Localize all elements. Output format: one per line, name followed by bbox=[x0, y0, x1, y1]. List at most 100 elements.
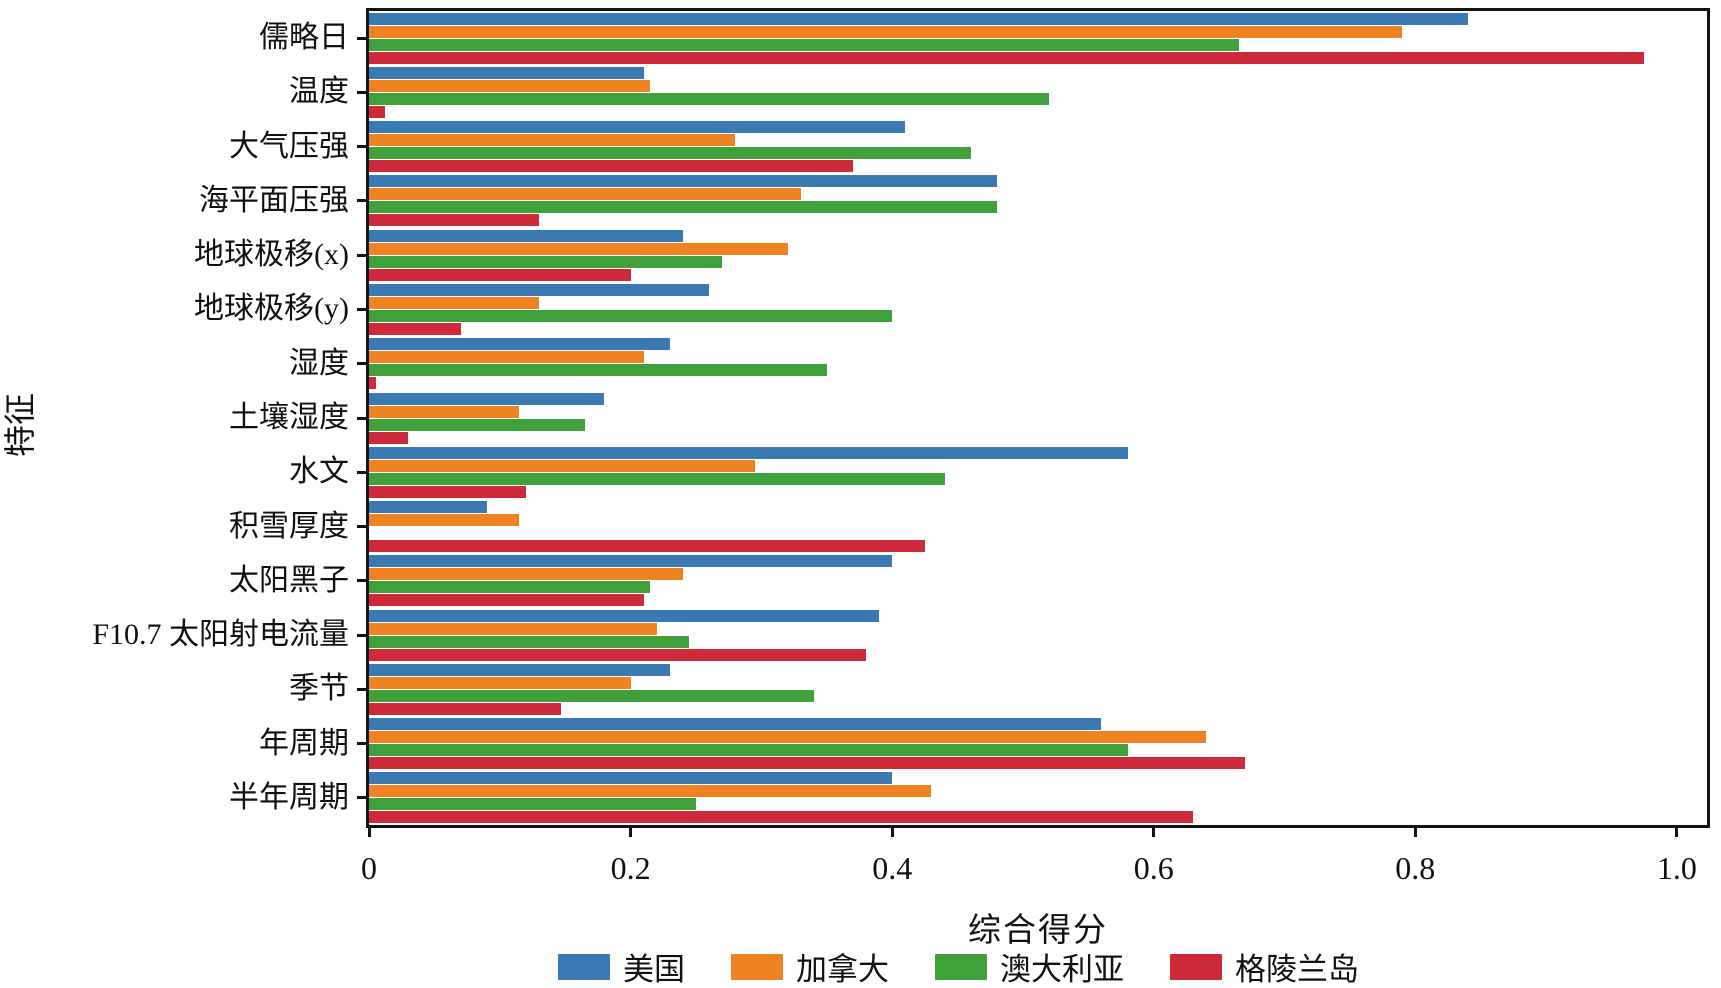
category-label: 水文 bbox=[289, 455, 349, 489]
y-tick-mark bbox=[357, 36, 366, 40]
legend: 美国 加拿大 澳大利亚 格陵兰岛 bbox=[0, 944, 1721, 988]
y-tick-mark bbox=[357, 470, 366, 474]
bar-美国-儒略日 bbox=[369, 12, 1468, 25]
legend-item-格陵兰岛: 格陵兰岛 bbox=[1170, 944, 1359, 988]
category-label: 大气压强 bbox=[229, 129, 349, 163]
x-tick-mark bbox=[1152, 828, 1156, 837]
bar-美国-季节 bbox=[369, 663, 670, 676]
category-label: 湿度 bbox=[289, 346, 349, 380]
bar-格陵兰岛-F10.7 太阳射电流量 bbox=[369, 648, 866, 661]
y-tick-mark bbox=[357, 416, 366, 420]
bar-美国-年周期 bbox=[369, 718, 1102, 731]
bar-澳大利亚-海平面压强 bbox=[369, 201, 997, 214]
legend-item-澳大利亚: 澳大利亚 bbox=[935, 944, 1124, 988]
bar-加拿大-大气压强 bbox=[369, 134, 736, 147]
x-tick-mark bbox=[629, 828, 633, 837]
bar-美国-温度 bbox=[369, 66, 644, 79]
x-tick-label: 0.4 bbox=[872, 850, 913, 886]
y-tick-mark bbox=[357, 796, 366, 800]
bar-美国-土壤湿度 bbox=[369, 392, 605, 405]
bar-美国-海平面压强 bbox=[369, 175, 997, 188]
bar-美国-大气压强 bbox=[369, 121, 906, 134]
bar-加拿大-地球极移(x) bbox=[369, 242, 788, 255]
category-label: 年周期 bbox=[259, 726, 349, 760]
category-label: 土壤湿度 bbox=[229, 401, 349, 434]
bar-格陵兰岛-地球极移(x) bbox=[369, 268, 631, 281]
plot-area bbox=[366, 8, 1710, 828]
legend-item-加拿大: 加拿大 bbox=[731, 944, 889, 988]
y-tick-mark bbox=[357, 253, 366, 257]
bar-格陵兰岛-儒略日 bbox=[369, 51, 1645, 64]
category-label: 半年周期 bbox=[229, 780, 349, 814]
legend-label: 澳大利亚 bbox=[1000, 952, 1124, 987]
y-tick-mark bbox=[357, 742, 366, 746]
bar-澳大利亚-年周期 bbox=[369, 744, 1128, 757]
bar-格陵兰岛-湿度 bbox=[369, 377, 376, 390]
bar-澳大利亚-太阳黑子 bbox=[369, 581, 651, 594]
bar-格陵兰岛-积雪厚度 bbox=[369, 540, 925, 552]
category-label: 儒略日 bbox=[259, 21, 349, 55]
x-tick-label: 0.2 bbox=[610, 850, 651, 886]
bar-加拿大-F10.7 太阳射电流量 bbox=[369, 622, 657, 635]
legend-swatch-icon bbox=[935, 953, 987, 980]
category-label: 季节 bbox=[289, 672, 349, 706]
bar-格陵兰岛-太阳黑子 bbox=[369, 594, 644, 607]
bar-美国-积雪厚度 bbox=[369, 501, 487, 513]
bar-美国-半年周期 bbox=[369, 772, 893, 785]
bar-加拿大-儒略日 bbox=[369, 25, 1403, 38]
category-label: 太阳黑子 bbox=[229, 563, 349, 597]
bar-加拿大-太阳黑子 bbox=[369, 568, 683, 581]
bar-澳大利亚-儒略日 bbox=[369, 38, 1239, 51]
x-tick-label: 0 bbox=[361, 850, 377, 886]
y-tick-mark bbox=[357, 307, 366, 311]
y-tick-mark bbox=[357, 633, 366, 637]
bar-格陵兰岛-土壤湿度 bbox=[369, 431, 409, 444]
bar-澳大利亚-F10.7 太阳射电流量 bbox=[369, 635, 690, 648]
legend-swatch-icon bbox=[1170, 953, 1222, 980]
bar-澳大利亚-温度 bbox=[369, 92, 1050, 105]
category-label: 积雪厚度 bbox=[229, 509, 349, 543]
y-tick-mark bbox=[357, 145, 366, 149]
bar-格陵兰岛-水文 bbox=[369, 485, 526, 498]
bar-加拿大-半年周期 bbox=[369, 785, 932, 798]
y-tick-mark bbox=[357, 579, 366, 583]
x-tick-label: 1.0 bbox=[1656, 850, 1697, 886]
bar-格陵兰岛-半年周期 bbox=[369, 811, 1193, 824]
x-tick-label: 0.8 bbox=[1395, 850, 1436, 886]
bar-格陵兰岛-海平面压强 bbox=[369, 214, 539, 227]
x-tick-mark bbox=[367, 828, 371, 837]
category-label: F10.7 太阳射电流量 bbox=[92, 618, 349, 652]
x-tick-mark bbox=[890, 828, 894, 837]
category-label: 地球极移(x) bbox=[194, 238, 349, 272]
bar-加拿大-年周期 bbox=[369, 731, 1207, 744]
bar-格陵兰岛-季节 bbox=[369, 702, 562, 715]
bar-澳大利亚-湿度 bbox=[369, 364, 827, 377]
bar-澳大利亚-地球极移(x) bbox=[369, 255, 723, 268]
bar-加拿大-季节 bbox=[369, 676, 631, 689]
bar-加拿大-地球极移(y) bbox=[369, 297, 539, 309]
bar-加拿大-水文 bbox=[369, 459, 755, 472]
legend-swatch-icon bbox=[731, 953, 783, 980]
bar-澳大利亚-水文 bbox=[369, 472, 945, 485]
bar-美国-湿度 bbox=[369, 338, 670, 351]
bar-澳大利亚-半年周期 bbox=[369, 798, 696, 811]
legend-swatch-icon bbox=[558, 953, 610, 980]
y-tick-mark bbox=[357, 362, 366, 366]
y-tick-mark bbox=[357, 199, 366, 203]
bar-格陵兰岛-温度 bbox=[369, 105, 385, 118]
y-tick-mark bbox=[357, 90, 366, 94]
bar-美国-F10.7 太阳射电流量 bbox=[369, 609, 880, 622]
x-tick-label: 0.6 bbox=[1133, 850, 1174, 886]
bar-澳大利亚-土壤湿度 bbox=[369, 418, 585, 431]
bar-加拿大-温度 bbox=[369, 79, 651, 92]
x-tick-mark bbox=[1413, 828, 1417, 837]
bar-美国-水文 bbox=[369, 446, 1128, 459]
y-tick-mark bbox=[357, 525, 366, 529]
bar-加拿大-湿度 bbox=[369, 351, 644, 364]
y-tick-mark bbox=[357, 687, 366, 691]
bar-加拿大-土壤湿度 bbox=[369, 405, 520, 418]
legend-label: 美国 bbox=[623, 952, 685, 987]
category-label: 温度 bbox=[289, 75, 349, 109]
x-tick-mark bbox=[1675, 828, 1679, 837]
